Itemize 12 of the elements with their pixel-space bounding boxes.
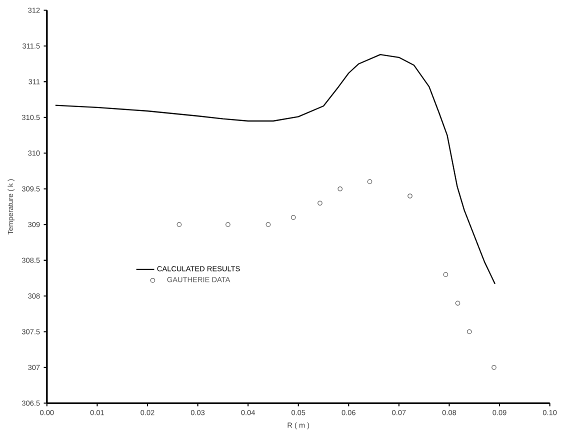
point bbox=[367, 179, 372, 184]
point bbox=[455, 300, 460, 306]
point bbox=[443, 272, 448, 278]
point bbox=[290, 215, 296, 220]
point bbox=[266, 222, 271, 228]
point bbox=[318, 200, 322, 206]
point bbox=[466, 329, 472, 334]
point bbox=[338, 186, 343, 192]
point bbox=[492, 365, 496, 370]
point bbox=[176, 222, 182, 228]
point bbox=[408, 194, 412, 198]
point bbox=[226, 222, 230, 228]
